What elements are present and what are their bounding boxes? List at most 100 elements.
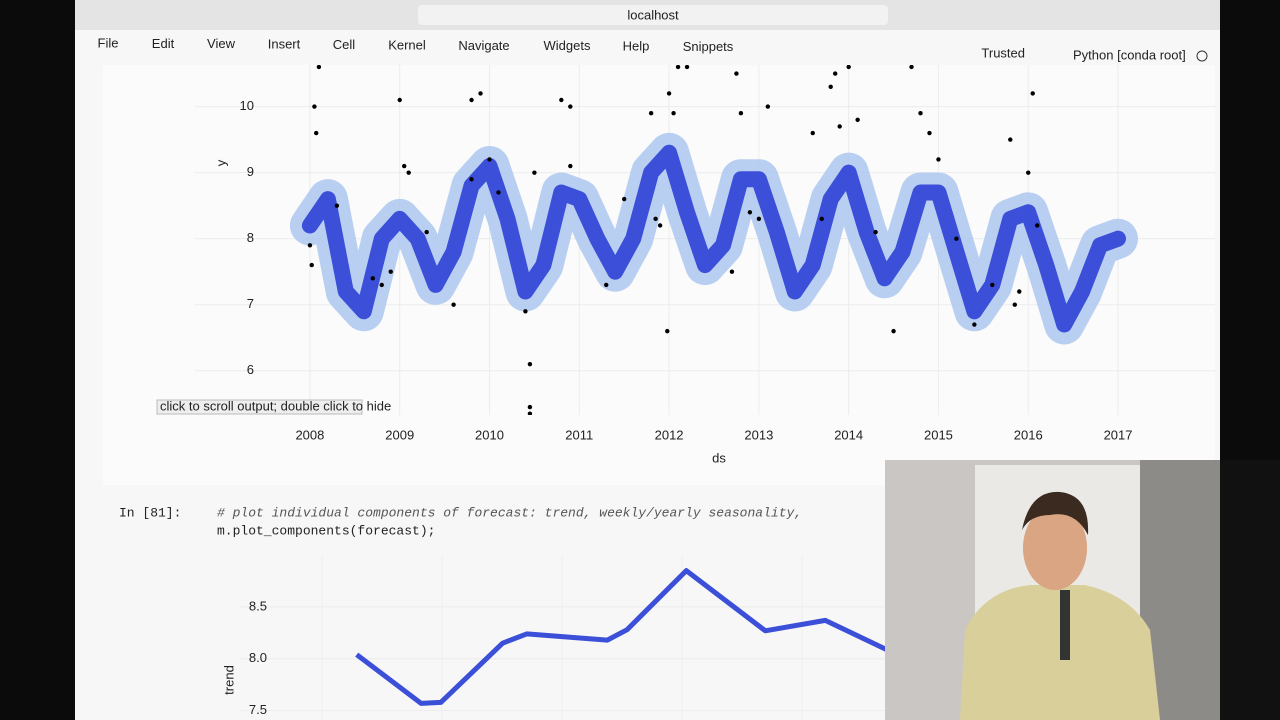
observation: [314, 130, 319, 136]
x-tick-label: 2011: [565, 427, 593, 442]
observation: [469, 97, 474, 103]
observation: [666, 91, 672, 96]
observation: [747, 210, 753, 215]
menu-item[interactable]: Insert: [268, 37, 301, 52]
x-tick-label: 2010: [475, 427, 504, 442]
observation: [909, 65, 914, 70]
observation: [406, 170, 411, 175]
observation: [756, 216, 762, 222]
observation: [527, 404, 533, 410]
observation: [1017, 289, 1022, 294]
left-edge: [0, 0, 75, 720]
forecast-line: [301, 144, 1126, 333]
observation: [370, 276, 375, 281]
menu-item[interactable]: Help: [623, 39, 650, 54]
observation: [1030, 91, 1035, 96]
tooltip-box: [156, 399, 363, 415]
hair: [1022, 491, 1089, 535]
code-comment: # plot individual components of forecast…: [217, 505, 802, 520]
observation: [657, 223, 663, 228]
observation: [307, 243, 313, 248]
observation: [496, 190, 501, 195]
observation: [388, 269, 393, 274]
trusted[interactable]: Trusted: [981, 45, 1025, 60]
observation: [810, 130, 815, 136]
x-tick-label: 2014: [834, 427, 863, 442]
observation: [559, 97, 564, 103]
code-line: m.plot_components(forecast);: [217, 523, 435, 538]
menu-item[interactable]: Widgets: [544, 38, 591, 53]
right-edge: [1220, 0, 1280, 460]
y-tick-label: 7: [247, 296, 254, 311]
y-axis-label: trend: [221, 665, 236, 695]
observation: [334, 203, 340, 208]
prompt: In [81]:: [119, 505, 181, 520]
y-tick-label: 8: [247, 230, 254, 245]
y-tick-label: 9: [247, 164, 254, 179]
menu-item[interactable]: File: [98, 35, 119, 50]
observation: [936, 157, 941, 162]
observation: [527, 411, 533, 415]
observation: [568, 163, 573, 169]
forecast-chart: 6 7 8 9 10 2008 2009 2010 2011 2012 2013 2014 2015 20…: [195, 65, 1215, 465]
observation: [312, 104, 317, 109]
observation: [478, 91, 483, 96]
menu-item[interactable]: Snippets: [683, 39, 734, 54]
observation: [873, 229, 878, 235]
webcam: [885, 460, 1220, 720]
observation: [675, 65, 681, 70]
observation: [734, 71, 739, 76]
observation: [621, 196, 627, 202]
x-tick-label: 2008: [295, 427, 324, 442]
y-tick-label: 6: [247, 362, 254, 377]
x-tick-label: 2013: [744, 427, 773, 442]
observation: [648, 111, 654, 116]
y-tick-label: 10: [240, 98, 254, 113]
trend-line: [355, 568, 1001, 706]
kernel-indicator: [1196, 50, 1208, 62]
observation: [665, 328, 670, 334]
observation: [1012, 302, 1017, 307]
observation: [523, 309, 528, 314]
menu-bar: File Edit View Insert Cell Kernel Navigate Widg…: [98, 35, 734, 54]
observation: [765, 104, 771, 109]
observation: [828, 84, 833, 89]
observation: [1008, 137, 1013, 142]
x-tick-label: 2017: [1104, 427, 1133, 442]
observation: [671, 111, 676, 116]
x-tick-label: 2015: [924, 427, 953, 442]
observation: [837, 124, 842, 129]
observation: [402, 163, 407, 169]
menu-item[interactable]: Edit: [152, 36, 175, 51]
observation: [684, 65, 690, 70]
observation: [487, 157, 492, 162]
kernel-name: Python [conda root]: [1073, 47, 1186, 62]
observation: [927, 130, 932, 136]
observation: [379, 282, 384, 288]
y-tick-label: 8.0: [249, 650, 267, 665]
head: [1023, 506, 1087, 590]
observation: [532, 170, 537, 175]
y-tick-label: 7.5: [249, 702, 267, 717]
x-tick-label: 2012: [655, 427, 684, 442]
observation: [316, 65, 322, 70]
menu-item[interactable]: Kernel: [388, 37, 426, 52]
observation: [819, 216, 824, 222]
y-axis-label: y: [213, 159, 228, 166]
observation: [1035, 223, 1040, 228]
observation: [397, 97, 402, 103]
observation: [451, 302, 456, 307]
observation: [309, 262, 314, 268]
x-axis-label: ds: [712, 450, 726, 465]
observation: [972, 322, 977, 327]
menu-item[interactable]: View: [207, 36, 236, 51]
observation: [891, 328, 896, 334]
observation: [604, 282, 609, 288]
observation: [469, 177, 474, 182]
menu-item[interactable]: Navigate: [458, 38, 509, 53]
observation: [653, 216, 658, 222]
observation: [832, 71, 838, 76]
menu-item[interactable]: Cell: [333, 37, 356, 52]
address-box[interactable]: [418, 5, 888, 25]
